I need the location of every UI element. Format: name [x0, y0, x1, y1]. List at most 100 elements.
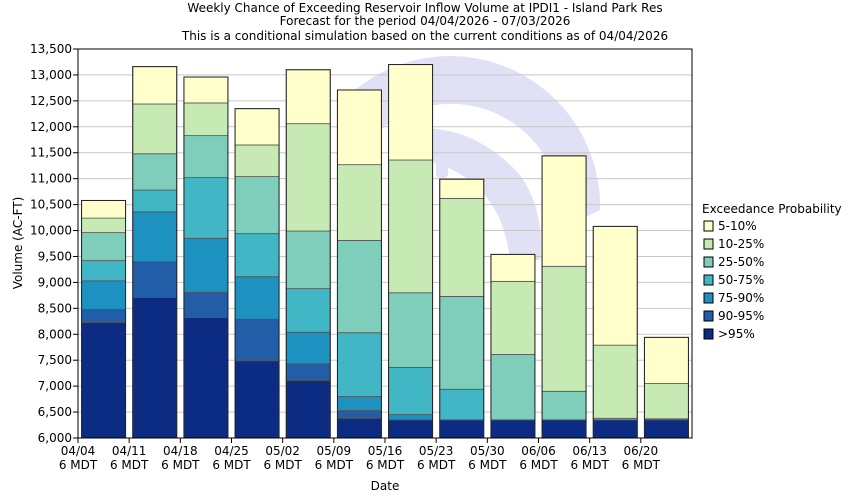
- bar-segment: [285, 331, 331, 365]
- legend-swatch: [703, 274, 714, 286]
- y-tick-label: 7,000: [38, 379, 72, 393]
- legend-label: 10-25%: [718, 237, 764, 251]
- legend-label: >95%: [718, 327, 755, 341]
- legend-label: 25-50%: [718, 255, 764, 269]
- bar-segment: [490, 419, 536, 439]
- bar-segment: [592, 419, 638, 439]
- y-axis-label: Volume (AC-FT): [11, 197, 25, 290]
- y-tick-label: 11,000: [30, 172, 72, 186]
- bar-segment: [132, 66, 178, 105]
- x-tick-label-time: 6 MDT: [315, 458, 354, 472]
- x-tick-label-time: 6 MDT: [263, 458, 302, 472]
- legend-swatch: [703, 310, 714, 322]
- y-tick-label: 8,500: [38, 301, 72, 315]
- bar-segment: [337, 332, 382, 397]
- x-tick-label-date: 04/04: [61, 444, 96, 458]
- bar-segment: [285, 363, 331, 381]
- gridlines: [78, 74, 692, 413]
- bar-segment: [439, 388, 485, 421]
- y-axis-ticks: 6,000 6,500 7,000 7,500 8,000 8,500 9,000 9,500…: [30, 42, 78, 445]
- bars: [81, 64, 689, 439]
- bar-segment: [541, 265, 587, 392]
- bar-segment: [644, 336, 689, 384]
- x-tick-label-date: 05/09: [317, 444, 352, 458]
- legend-swatch: [703, 328, 714, 340]
- bar-segment: [234, 176, 280, 235]
- bar-segment: [183, 237, 229, 293]
- bar-segment: [81, 232, 126, 262]
- bar-segment: [439, 419, 485, 439]
- bar-segment: [337, 410, 382, 419]
- bar-segment: [388, 419, 433, 439]
- bar-segment: [541, 155, 587, 267]
- bar-segment: [388, 414, 433, 421]
- legend-label: 75-90%: [718, 291, 764, 305]
- bar-segment: [285, 288, 331, 333]
- bar-segment: [132, 103, 178, 155]
- bar-segment: [644, 383, 689, 420]
- bar-segment: [81, 217, 126, 234]
- x-tick-label-time: 6 MDT: [110, 458, 149, 472]
- y-tick-label: 11,500: [30, 146, 72, 160]
- bar-segment: [132, 189, 178, 213]
- bar-segment: [490, 253, 536, 282]
- y-tick-label: 6,000: [38, 431, 72, 445]
- x-tick-label-date: 06/13: [572, 444, 607, 458]
- y-tick-label: 9,500: [38, 249, 72, 263]
- bar-segment: [388, 292, 433, 368]
- bar-segment: [132, 261, 178, 298]
- x-tick-label-time: 6 MDT: [519, 458, 558, 472]
- bar-segment: [234, 144, 280, 177]
- legend-label: 5-10%: [718, 219, 757, 233]
- legend-title: Exceedance Probability: [702, 202, 842, 216]
- bar-segment: [337, 89, 382, 166]
- bar-segment: [183, 177, 229, 239]
- bar-segment: [439, 296, 485, 390]
- y-tick-label: 8,000: [38, 327, 72, 341]
- bar-segment: [234, 233, 280, 278]
- legend-swatch: [703, 220, 714, 232]
- y-tick-label: 10,500: [30, 198, 72, 212]
- y-tick-label: 12,000: [30, 120, 72, 134]
- y-tick-label: 6,500: [38, 405, 72, 419]
- legend-label: 90-95%: [718, 309, 764, 323]
- bar-segment: [439, 197, 485, 297]
- bar-segment: [285, 380, 331, 439]
- bar-segment: [388, 64, 433, 161]
- bar-segment: [337, 164, 382, 241]
- x-tick-label-time: 6 MDT: [59, 458, 98, 472]
- legend-swatch: [703, 292, 714, 304]
- bar-segment: [81, 280, 126, 310]
- bar-segment: [183, 291, 229, 319]
- chart-title-line-2: Forecast for the period 04/04/2026 - 07/…: [280, 14, 571, 28]
- legend-swatch: [703, 256, 714, 268]
- x-tick-label-date: 05/23: [419, 444, 454, 458]
- x-tick-label-time: 6 MDT: [468, 458, 507, 472]
- x-tick-label-time: 6 MDT: [570, 458, 609, 472]
- bar-segment: [490, 354, 536, 421]
- bar-segment: [132, 297, 178, 439]
- bar-segment: [183, 102, 229, 137]
- bar-segment: [234, 360, 280, 439]
- y-tick-label: 13,000: [30, 68, 72, 82]
- x-tick-label-date: 05/16: [368, 444, 403, 458]
- x-tick-label-time: 6 MDT: [622, 458, 661, 472]
- bar-segment: [132, 211, 178, 263]
- chart-title-line-3: This is a conditional simulation based o…: [181, 29, 668, 43]
- legend-swatch: [703, 238, 714, 250]
- x-tick-label-time: 6 MDT: [366, 458, 405, 472]
- x-tick-label-date: 06/20: [624, 444, 659, 458]
- bar-segment: [234, 318, 280, 362]
- x-tick-label-date: 05/02: [265, 444, 300, 458]
- bar-segment: [285, 69, 331, 125]
- legend-label: 50-75%: [718, 273, 764, 287]
- bar-segment: [183, 317, 229, 439]
- x-tick-label-date: 04/25: [214, 444, 249, 458]
- y-tick-label: 10,000: [30, 224, 72, 238]
- bar-segment: [644, 419, 689, 439]
- bar-segment: [541, 390, 587, 421]
- bar-segment: [285, 123, 331, 232]
- x-tick-label-date: 04/18: [163, 444, 198, 458]
